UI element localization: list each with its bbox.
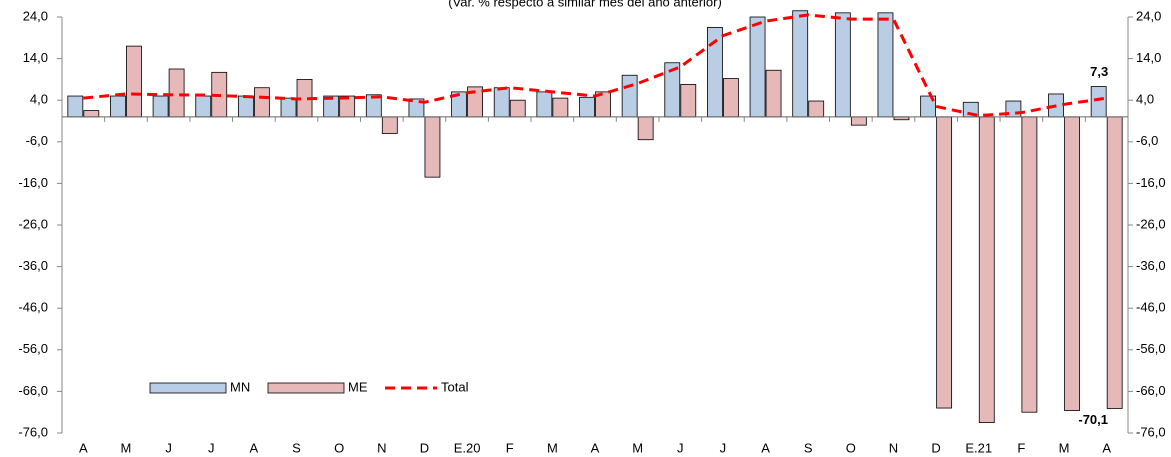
x-tick-label: E.21: [965, 440, 992, 455]
y-tick-label: -66,0: [18, 383, 48, 398]
bar: [424, 116, 441, 178]
bar: [1106, 116, 1123, 409]
x-tick-label: M: [121, 440, 132, 455]
bar: [680, 83, 697, 118]
x-tick-label: O: [846, 440, 856, 455]
bar: [792, 10, 809, 118]
bar: [850, 116, 867, 126]
bar: [723, 78, 739, 118]
bar: [621, 74, 638, 118]
x-tick-label: O: [334, 440, 344, 455]
x-tick-label: A: [79, 440, 88, 455]
y-tick-label: 4,0: [30, 92, 48, 107]
y-tick-label: -36,0: [18, 258, 48, 273]
bar: [637, 116, 654, 141]
x-tick-label: A: [761, 440, 770, 455]
y-tick-label: -76,0: [18, 424, 48, 439]
x-tick-label: J: [208, 440, 215, 455]
x-tick-label: J: [720, 440, 727, 455]
x-tick-label: S: [804, 440, 813, 455]
bar: [152, 95, 169, 118]
y-tick-label: -16,0: [18, 175, 48, 190]
bar: [126, 45, 142, 118]
x-tick-label: A: [250, 440, 259, 455]
x-tick-label: J: [165, 440, 172, 455]
legend-swatch: [149, 382, 227, 394]
bar: [195, 95, 212, 118]
legend-label: MN: [230, 379, 250, 394]
legend-label: ME: [348, 379, 368, 394]
bar: [978, 116, 995, 424]
bar: [237, 95, 254, 118]
legend-label: Total: [441, 379, 469, 394]
x-tick-label: M: [1059, 440, 1070, 455]
bar: [1021, 116, 1038, 413]
x-tick-label: D: [931, 440, 940, 455]
bar: [808, 100, 825, 118]
x-tick-label: S: [292, 440, 301, 455]
x-tick-label: N: [377, 440, 386, 455]
bar: [1064, 116, 1080, 411]
bar: [834, 12, 851, 118]
bar: [579, 96, 595, 118]
bar: [83, 110, 100, 118]
bar: [552, 97, 569, 118]
y2-tick-label: 24,0: [1136, 8, 1161, 23]
bar: [936, 116, 953, 409]
bar: [749, 16, 766, 118]
x-tick-label: E.20: [454, 440, 481, 455]
y-tick-label: 14,0: [23, 50, 48, 65]
bar: [253, 87, 270, 118]
y2-tick-label: 4,0: [1136, 92, 1154, 107]
y-tick-label: -26,0: [18, 216, 48, 231]
bar: [280, 97, 297, 118]
x-tick-label: F: [506, 440, 514, 455]
bar: [877, 12, 894, 118]
x-tick-label: M: [547, 440, 558, 455]
y2-tick-label: -76,0: [1136, 424, 1166, 439]
legend-swatch: [267, 382, 345, 394]
x-tick-label: N: [889, 440, 898, 455]
bar: [381, 116, 398, 134]
y-tick-label: -56,0: [18, 341, 48, 356]
value-label: -70,1: [1078, 412, 1108, 427]
line-series: [83, 13, 1107, 118]
y2-tick-label: -26,0: [1136, 216, 1166, 231]
x-tick-label: F: [1017, 440, 1025, 455]
bar: [536, 91, 553, 118]
y2-tick-label: -46,0: [1136, 300, 1166, 315]
y2-tick-label: -6,0: [1136, 133, 1158, 148]
bar: [67, 95, 84, 118]
bar: [493, 87, 510, 118]
value-label: 7,3: [1090, 64, 1108, 79]
y-tick-label: -46,0: [18, 300, 48, 315]
y-tick-label: -6,0: [26, 133, 48, 148]
bar: [765, 69, 782, 118]
chart-subtitle: (Var. % respecto a similar mes del año a…: [448, 0, 722, 9]
x-tick-label: J: [677, 440, 684, 455]
x-tick-label: D: [420, 440, 429, 455]
y2-tick-label: -56,0: [1136, 341, 1166, 356]
bar: [110, 95, 126, 118]
bar: [1090, 86, 1107, 118]
y-tick-label: 24,0: [23, 8, 48, 23]
y2-tick-label: 14,0: [1136, 50, 1161, 65]
x-tick-label: M: [632, 440, 643, 455]
y2-tick-label: -66,0: [1136, 383, 1166, 398]
bar: [168, 68, 185, 118]
y2-tick-label: -36,0: [1136, 258, 1166, 273]
bar: [509, 99, 526, 118]
x-tick-label: A: [1102, 440, 1111, 455]
y2-tick-label: -16,0: [1136, 175, 1166, 190]
x-tick-label: A: [591, 440, 600, 455]
